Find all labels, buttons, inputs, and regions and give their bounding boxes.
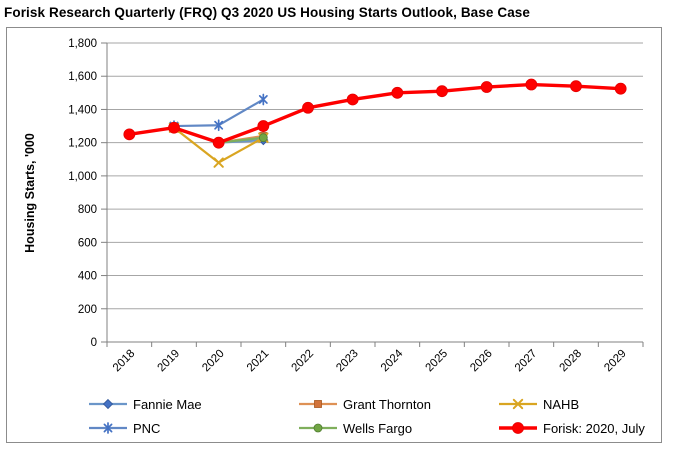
x-tick-labels: 2018 2019 2020 2021 2022 2023 2024 2025 2026 2027… — [111, 347, 629, 374]
axes — [101, 42, 644, 347]
data-point-forisk-2020-july-2028 — [570, 80, 582, 93]
series-forisk-2020-july — [123, 78, 627, 149]
x-tick-label: 2022 — [290, 348, 317, 375]
x-tick-label: 2021 — [245, 348, 272, 375]
data-point-forisk-2020-july-2018 — [123, 128, 136, 141]
data-point-forisk-2020-july-2024 — [391, 86, 404, 99]
x-tick-label: 2026 — [468, 348, 495, 375]
y-tick-label: 1,800 — [68, 38, 97, 50]
y-gridlines — [107, 42, 643, 310]
x-tick-label: 2024 — [379, 347, 406, 374]
data-point-pnc-2021 — [258, 93, 268, 106]
data-point-forisk-2020-july-2026 — [480, 81, 493, 93]
data-point-forisk-2020-july-2029 — [614, 82, 627, 95]
data-point-forisk-2020-july-2021 — [257, 120, 270, 132]
data-point-forisk-2020-july-2025 — [436, 85, 448, 98]
y-tick-label: 200 — [78, 304, 97, 316]
x-tick-label: 2029 — [602, 348, 629, 375]
x-tick-label: 2018 — [111, 348, 138, 375]
y-tick-labels: 0 200 400 600 800 1,000 1,200 1,400 1,600 1,800 — [68, 38, 97, 349]
data-point-wells-fargo-2021 — [258, 133, 268, 143]
data-point-forisk-2020-july-2022 — [302, 101, 314, 114]
data-point-forisk-2020-july-2027 — [525, 78, 538, 91]
x-tick-label: 2028 — [558, 348, 585, 375]
x-tick-label: 2025 — [424, 348, 451, 375]
y-tick-label: 1,400 — [68, 104, 97, 116]
y-tick-label: 1,000 — [68, 171, 97, 183]
y-tick-label: 1,200 — [68, 138, 97, 150]
chart-border — [6, 27, 662, 443]
data-point-nahb-2020 — [213, 157, 224, 168]
y-tick-label: 600 — [78, 237, 97, 249]
y-tick-label: 800 — [78, 204, 97, 216]
y-tick-label: 0 — [91, 337, 97, 349]
chart-title: Forisk Research Quarterly (FRQ) Q3 2020 … — [4, 5, 531, 20]
data-point-pnc-2020 — [214, 119, 224, 132]
y-tick-label: 400 — [78, 271, 97, 283]
series-pnc — [169, 93, 268, 132]
data-point-forisk-2020-july-2020 — [212, 136, 225, 149]
y-tick-label: 1,600 — [68, 71, 97, 83]
x-tick-label: 2020 — [200, 348, 227, 375]
data-point-forisk-2020-july-2019 — [168, 121, 180, 134]
x-tick-label: 2019 — [156, 348, 183, 375]
x-tick-label: 2027 — [513, 348, 540, 375]
x-tick-label: 2023 — [334, 348, 361, 375]
data-point-forisk-2020-july-2023 — [346, 93, 359, 106]
